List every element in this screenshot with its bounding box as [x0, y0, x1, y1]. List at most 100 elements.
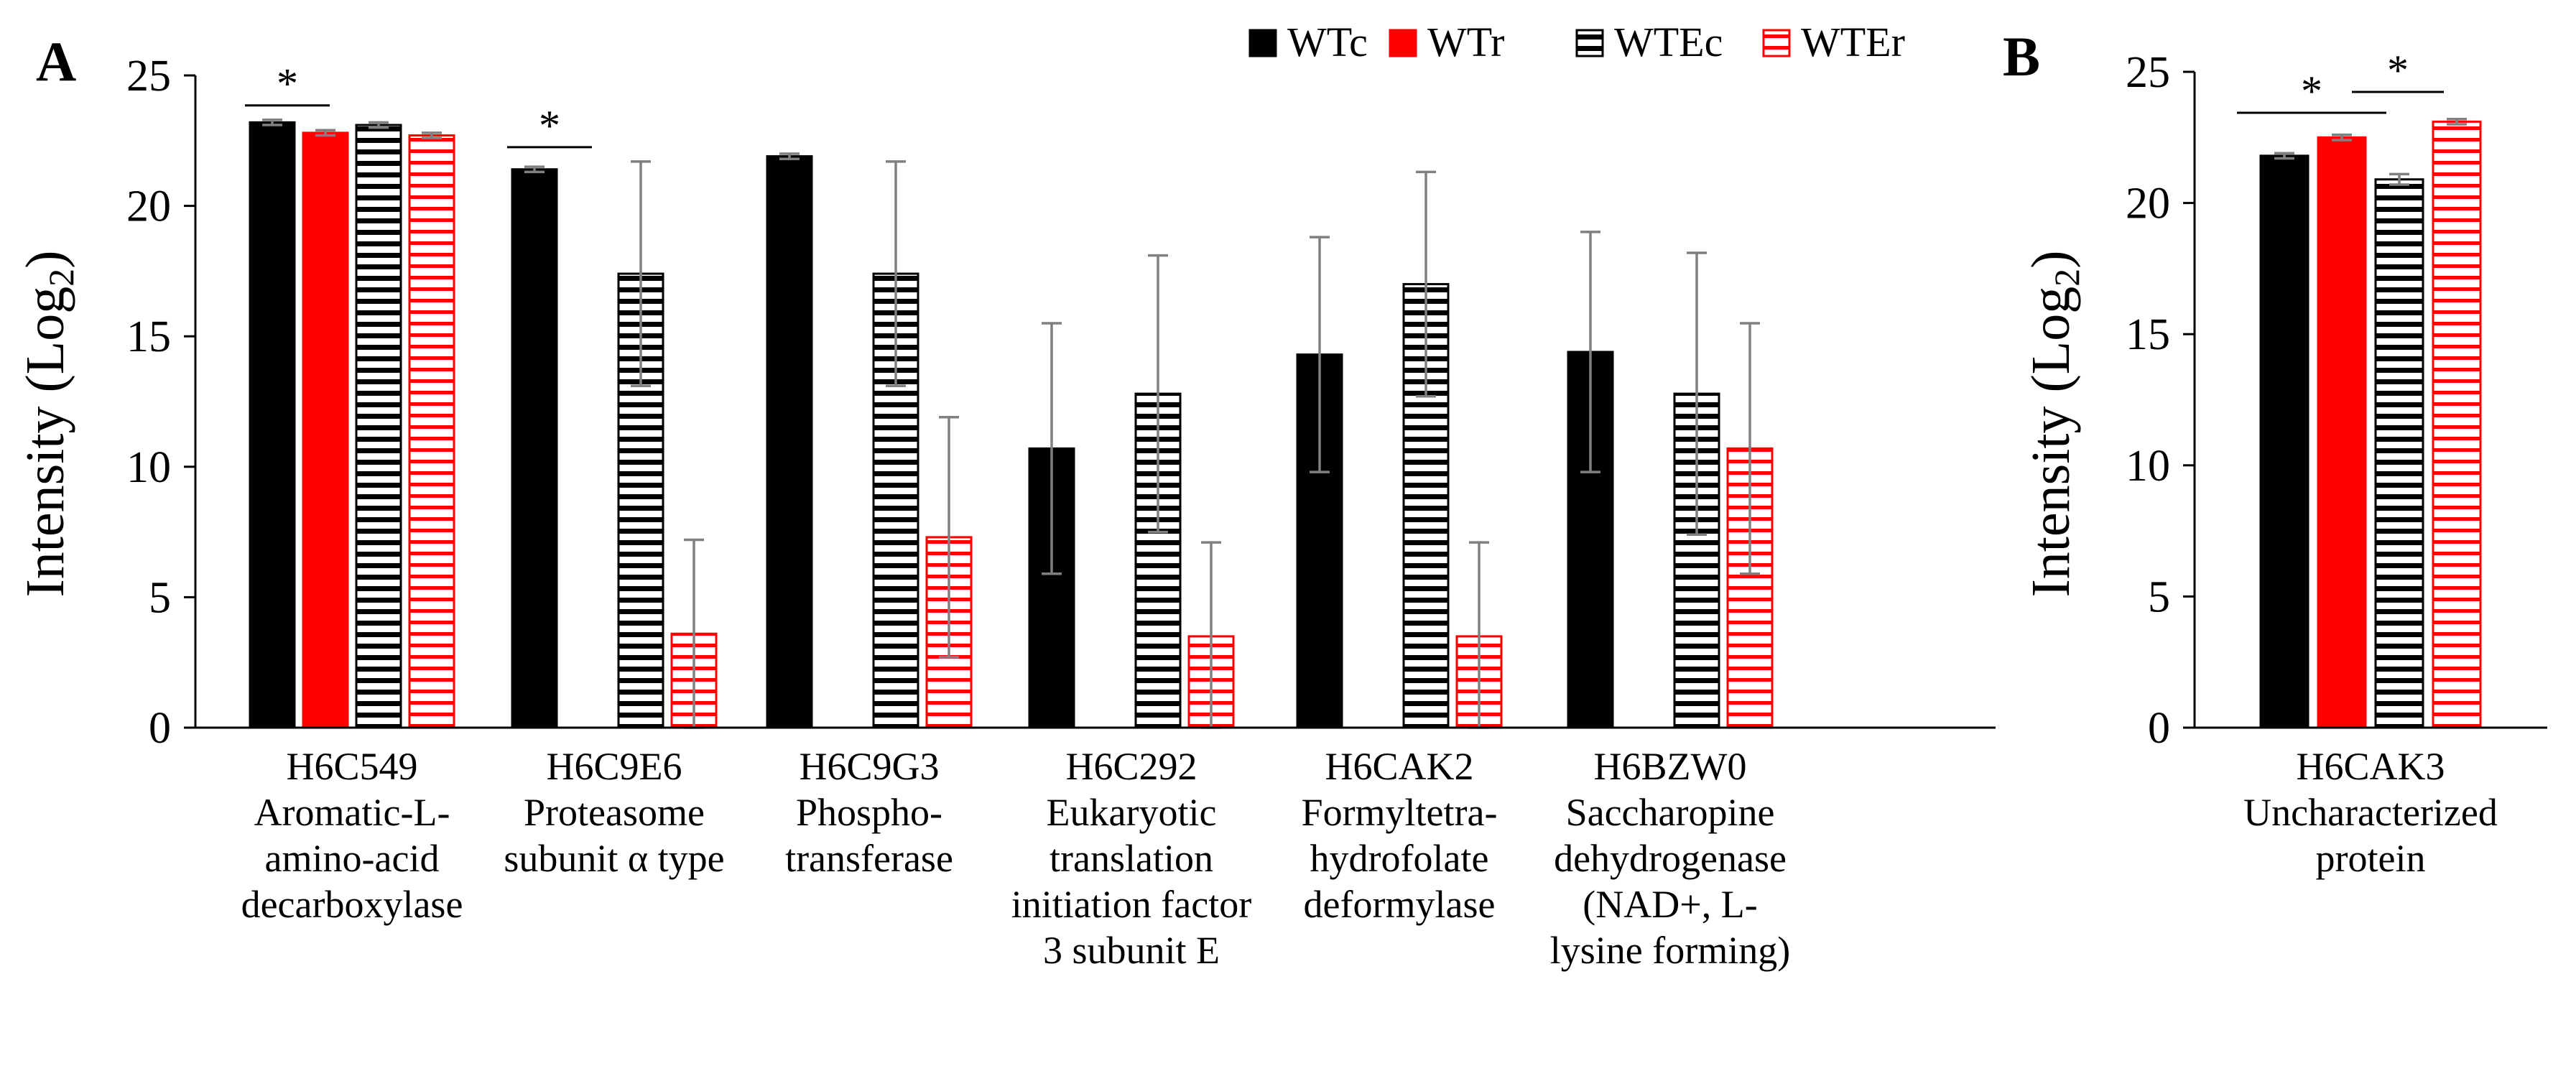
category-label-line: subunit α type [504, 837, 724, 880]
legend-swatch [1248, 29, 1277, 57]
ylabel-text: Intensity (Log [15, 287, 75, 598]
category-label-line: H6CAK2 [1325, 745, 1473, 788]
significance-star: * [2301, 68, 2322, 115]
panel-b-letter: B [2003, 25, 2040, 88]
legend-label: WTr [1427, 19, 1504, 65]
bar-wtr [2317, 136, 2367, 729]
error-bar [631, 160, 651, 387]
category-label-line: Saccharopine [1566, 791, 1775, 834]
y-tick-label: 0 [149, 704, 171, 753]
y-tick-label: 20 [126, 182, 171, 231]
significance-star: * [2387, 47, 2409, 94]
significance-marker: * [245, 60, 330, 108]
bar-wtec [355, 124, 402, 729]
category-label-line: deformylase [1304, 883, 1496, 926]
panel-a: A Intensity (Log2) 0 5 10 15 20 25 H6C549Arom… [15, 30, 1996, 972]
category-label-line: initiation factor [1011, 883, 1251, 926]
category-label-line: Phospho- [796, 791, 942, 834]
svg-text:Intensity (Log2): Intensity (Log2) [2021, 250, 2087, 597]
ylabel-close: ) [2021, 250, 2081, 268]
panel-a-ylabel: Intensity (Log2) [15, 250, 81, 597]
legend-item-wtc: WTc [1248, 19, 1368, 65]
panel-b-ylabel: Intensity (Log2) [2021, 250, 2087, 597]
error-bar [886, 160, 906, 387]
y-tick-label: 10 [2126, 442, 2170, 491]
svg-text:Intensity (Log2): Intensity (Log2) [15, 250, 81, 597]
error-bar [2447, 117, 2467, 126]
error-bar [1687, 251, 1707, 536]
category-label-line: Eukaryotic [1047, 791, 1217, 834]
category-label-line: H6C9E6 [547, 745, 682, 788]
category-label-line: H6C9G3 [799, 745, 939, 788]
panel-a-category-labels: H6C549Aromatic-L-amino-aciddecarboxylase… [241, 745, 1791, 972]
error-bar [2332, 133, 2352, 142]
category-label-line: Formyltetra- [1302, 791, 1498, 834]
legend-item-wtec: WTEc [1575, 19, 1723, 65]
bar-wtc [249, 121, 296, 729]
category-label-line: dehydrogenase [1554, 837, 1787, 880]
legend: WTc WTr WTEc WTEr [1248, 19, 1905, 65]
bar-wtc [766, 155, 813, 729]
y-tick-label: 5 [2148, 572, 2170, 621]
y-tick-label: 5 [149, 573, 171, 622]
error-bar [1580, 231, 1600, 473]
category-label-line: (NAD+, L- [1583, 883, 1757, 926]
bar-wter [2432, 120, 2482, 729]
error-bar [1148, 254, 1168, 534]
panel-a-y-axis: 0 5 10 15 20 25 [126, 52, 195, 753]
error-bar [369, 121, 389, 129]
error-bar [2274, 152, 2294, 160]
bar-wter [408, 134, 455, 729]
panel-a-letter: A [36, 30, 76, 93]
category-label-line: H6BZW0 [1594, 745, 1747, 788]
legend-swatch [1389, 29, 1417, 57]
panel-b-y-axis: 0 5 10 15 20 25 [2126, 48, 2195, 753]
ylabel-close: ) [15, 250, 75, 268]
y-tick-label: 25 [2126, 48, 2170, 97]
error-bar [1310, 236, 1330, 473]
panel-b: B Intensity (Log2) 0 5 10 15 20 25 H6CAK3Unch… [2003, 25, 2547, 880]
legend-label: WTc [1287, 19, 1368, 65]
category-label-line: translation [1050, 837, 1213, 880]
ylabel-text: Intensity (Log [2021, 287, 2081, 598]
category-label-line: transferase [785, 837, 953, 880]
panel-a-significance: ** [245, 60, 592, 149]
category-label-line: Uncharacterized [2243, 791, 2498, 834]
y-tick-label: 0 [2148, 704, 2170, 753]
legend-item-wter: WTEr [1762, 19, 1905, 65]
error-bar [422, 131, 442, 139]
error-bar [315, 129, 335, 137]
ylabel-subscript: 2 [41, 269, 81, 287]
category-label-line: H6CAK3 [2296, 745, 2445, 788]
category-label-line: Aromatic-L- [254, 791, 450, 834]
error-bar [1042, 322, 1062, 575]
ylabel-subscript: 2 [2047, 269, 2087, 287]
category-label-line: H6C292 [1065, 745, 1197, 788]
category-label-line: hydrofolate [1310, 837, 1489, 880]
category-label-line: amino-acid [265, 837, 440, 880]
error-bar [1416, 170, 1436, 398]
significance-marker: * [2352, 47, 2444, 94]
error-bar [2389, 172, 2409, 186]
error-bar [524, 165, 545, 174]
category-label-line: protein [2316, 837, 2426, 880]
error-bar [262, 118, 282, 126]
y-tick-label: 25 [126, 52, 171, 101]
significance-marker: * [2237, 68, 2386, 115]
significance-star: * [277, 60, 298, 108]
y-tick-label: 10 [126, 443, 171, 492]
category-label-line: H6C549 [286, 745, 417, 788]
panel-a-bars [249, 118, 1774, 729]
error-bar [1740, 322, 1760, 575]
bar-wtc [2259, 154, 2309, 729]
panel-b-bars [2259, 117, 2482, 729]
y-tick-label: 15 [126, 312, 171, 361]
legend-item-wtr: WTr [1389, 19, 1504, 65]
category-label-line: 3 subunit E [1043, 929, 1220, 972]
